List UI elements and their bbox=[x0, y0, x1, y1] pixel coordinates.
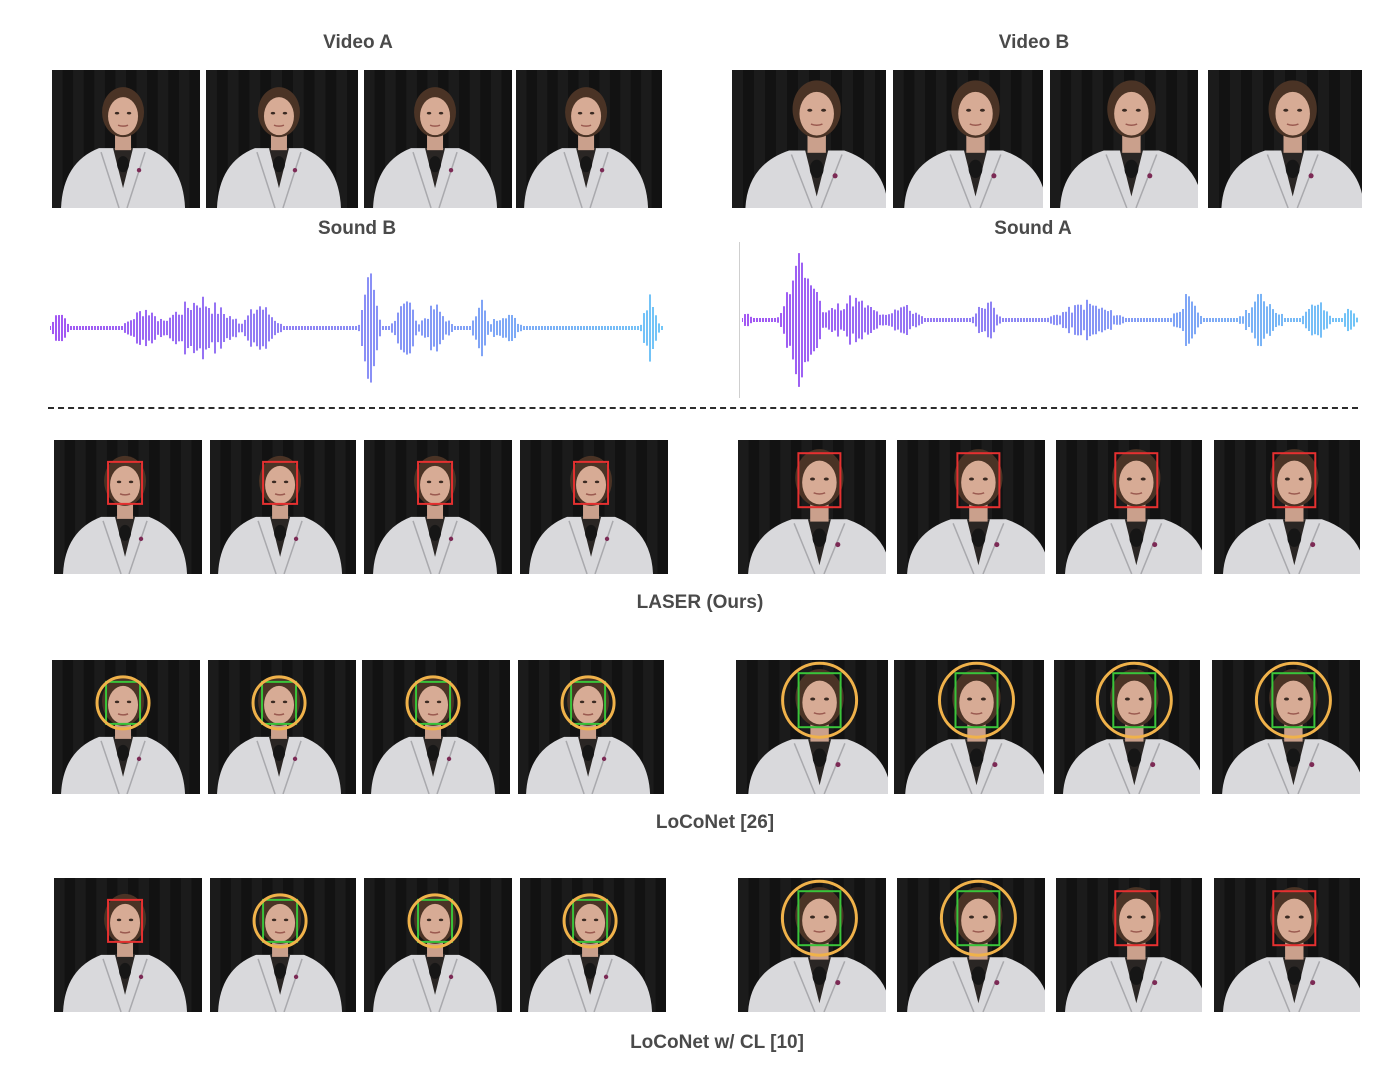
video-frame-row3-a-1 bbox=[54, 878, 202, 1012]
video-frame-row3-a-3 bbox=[364, 878, 512, 1012]
sound-a-title: Sound A bbox=[994, 218, 1072, 239]
not-speaking-box bbox=[797, 672, 842, 729]
video-frame-row1-a-3 bbox=[364, 440, 512, 574]
video-frame-row2-b-1 bbox=[736, 660, 888, 794]
speaking-box bbox=[1114, 452, 1159, 509]
video-frame-video-b-4 bbox=[1208, 70, 1362, 208]
speaking-box bbox=[1272, 890, 1317, 947]
video-frame-row3-a-4 bbox=[520, 878, 666, 1012]
not-speaking-box bbox=[262, 898, 299, 943]
not-speaking-box bbox=[261, 680, 298, 725]
not-speaking-box bbox=[954, 672, 999, 729]
speaking-box bbox=[573, 460, 610, 505]
not-speaking-box bbox=[570, 680, 607, 725]
video-frame-row1-a-2 bbox=[210, 440, 356, 574]
video-frame-video-b-3 bbox=[1050, 70, 1198, 208]
video-frame-row3-b-4 bbox=[1214, 878, 1360, 1012]
video-frame-row2-a-3 bbox=[362, 660, 510, 794]
video-frame-video-a-2 bbox=[206, 70, 358, 208]
video-frame-row3-b-2 bbox=[897, 878, 1045, 1012]
video-frame-video-b-2 bbox=[893, 70, 1043, 208]
video-frame-row3-b-3 bbox=[1056, 878, 1202, 1012]
video-frame-row2-b-2 bbox=[894, 660, 1044, 794]
not-speaking-box bbox=[417, 898, 454, 943]
video-frame-row3-a-2 bbox=[210, 878, 356, 1012]
not-speaking-box bbox=[797, 890, 842, 947]
video-a-title: Video A bbox=[323, 32, 393, 53]
not-speaking-box bbox=[1271, 672, 1316, 729]
not-speaking-box bbox=[1112, 672, 1157, 729]
video-frame-row2-b-3 bbox=[1054, 660, 1200, 794]
speaking-box bbox=[956, 452, 1001, 509]
error-circle bbox=[780, 879, 858, 957]
video-frame-row1-a-1 bbox=[54, 440, 202, 574]
speaking-box bbox=[107, 460, 144, 505]
not-speaking-box bbox=[572, 898, 609, 943]
video-frame-video-a-3 bbox=[364, 70, 512, 208]
not-speaking-box bbox=[956, 890, 1001, 947]
error-circle bbox=[407, 893, 463, 949]
video-frame-row1-a-4 bbox=[520, 440, 668, 574]
not-speaking-box bbox=[105, 680, 142, 725]
speaking-box bbox=[1114, 890, 1159, 947]
video-frame-row2-a-1 bbox=[52, 660, 200, 794]
video-frame-row2-a-2 bbox=[208, 660, 356, 794]
video-frame-row1-b-1 bbox=[738, 440, 886, 574]
error-circle bbox=[1254, 661, 1332, 739]
speaking-box bbox=[107, 898, 144, 943]
speaking-box bbox=[797, 452, 842, 509]
video-frame-row2-a-4 bbox=[518, 660, 664, 794]
sound-b-waveform bbox=[50, 273, 663, 383]
video-frame-row3-b-1 bbox=[738, 878, 886, 1012]
error-circle bbox=[781, 661, 859, 739]
waveform-separator bbox=[739, 242, 740, 398]
error-circle bbox=[938, 661, 1015, 739]
dashed-divider bbox=[48, 407, 1358, 409]
speaking-box bbox=[1272, 452, 1317, 509]
video-frame-row1-b-3 bbox=[1056, 440, 1202, 574]
error-circle bbox=[939, 879, 1017, 957]
error-circle bbox=[1095, 661, 1173, 739]
video-frame-row1-b-2 bbox=[897, 440, 1045, 574]
video-frame-video-a-4 bbox=[516, 70, 662, 208]
sound-b-title: Sound B bbox=[317, 218, 397, 239]
video-b-title: Video B bbox=[998, 32, 1070, 53]
speaking-box bbox=[262, 460, 299, 505]
video-frame-row2-b-4 bbox=[1212, 660, 1360, 794]
error-circle bbox=[405, 675, 461, 731]
error-circle bbox=[252, 893, 308, 949]
error-circle bbox=[562, 893, 618, 949]
method-label-loconet-cl: LoCoNet w/ CL [10] bbox=[630, 1032, 804, 1053]
error-circle bbox=[560, 675, 616, 731]
not-speaking-box bbox=[415, 680, 452, 725]
error-circle bbox=[251, 675, 307, 731]
error-circle bbox=[95, 675, 151, 731]
method-label-laser: LASER (Ours) bbox=[636, 592, 764, 613]
method-label-loconet: LoCoNet [26] bbox=[655, 812, 775, 833]
video-frame-video-a-1 bbox=[52, 70, 200, 208]
video-frame-row1-b-4 bbox=[1214, 440, 1360, 574]
sound-a-waveform bbox=[742, 253, 1358, 387]
speaking-box bbox=[417, 460, 454, 505]
video-frame-video-b-1 bbox=[732, 70, 886, 208]
